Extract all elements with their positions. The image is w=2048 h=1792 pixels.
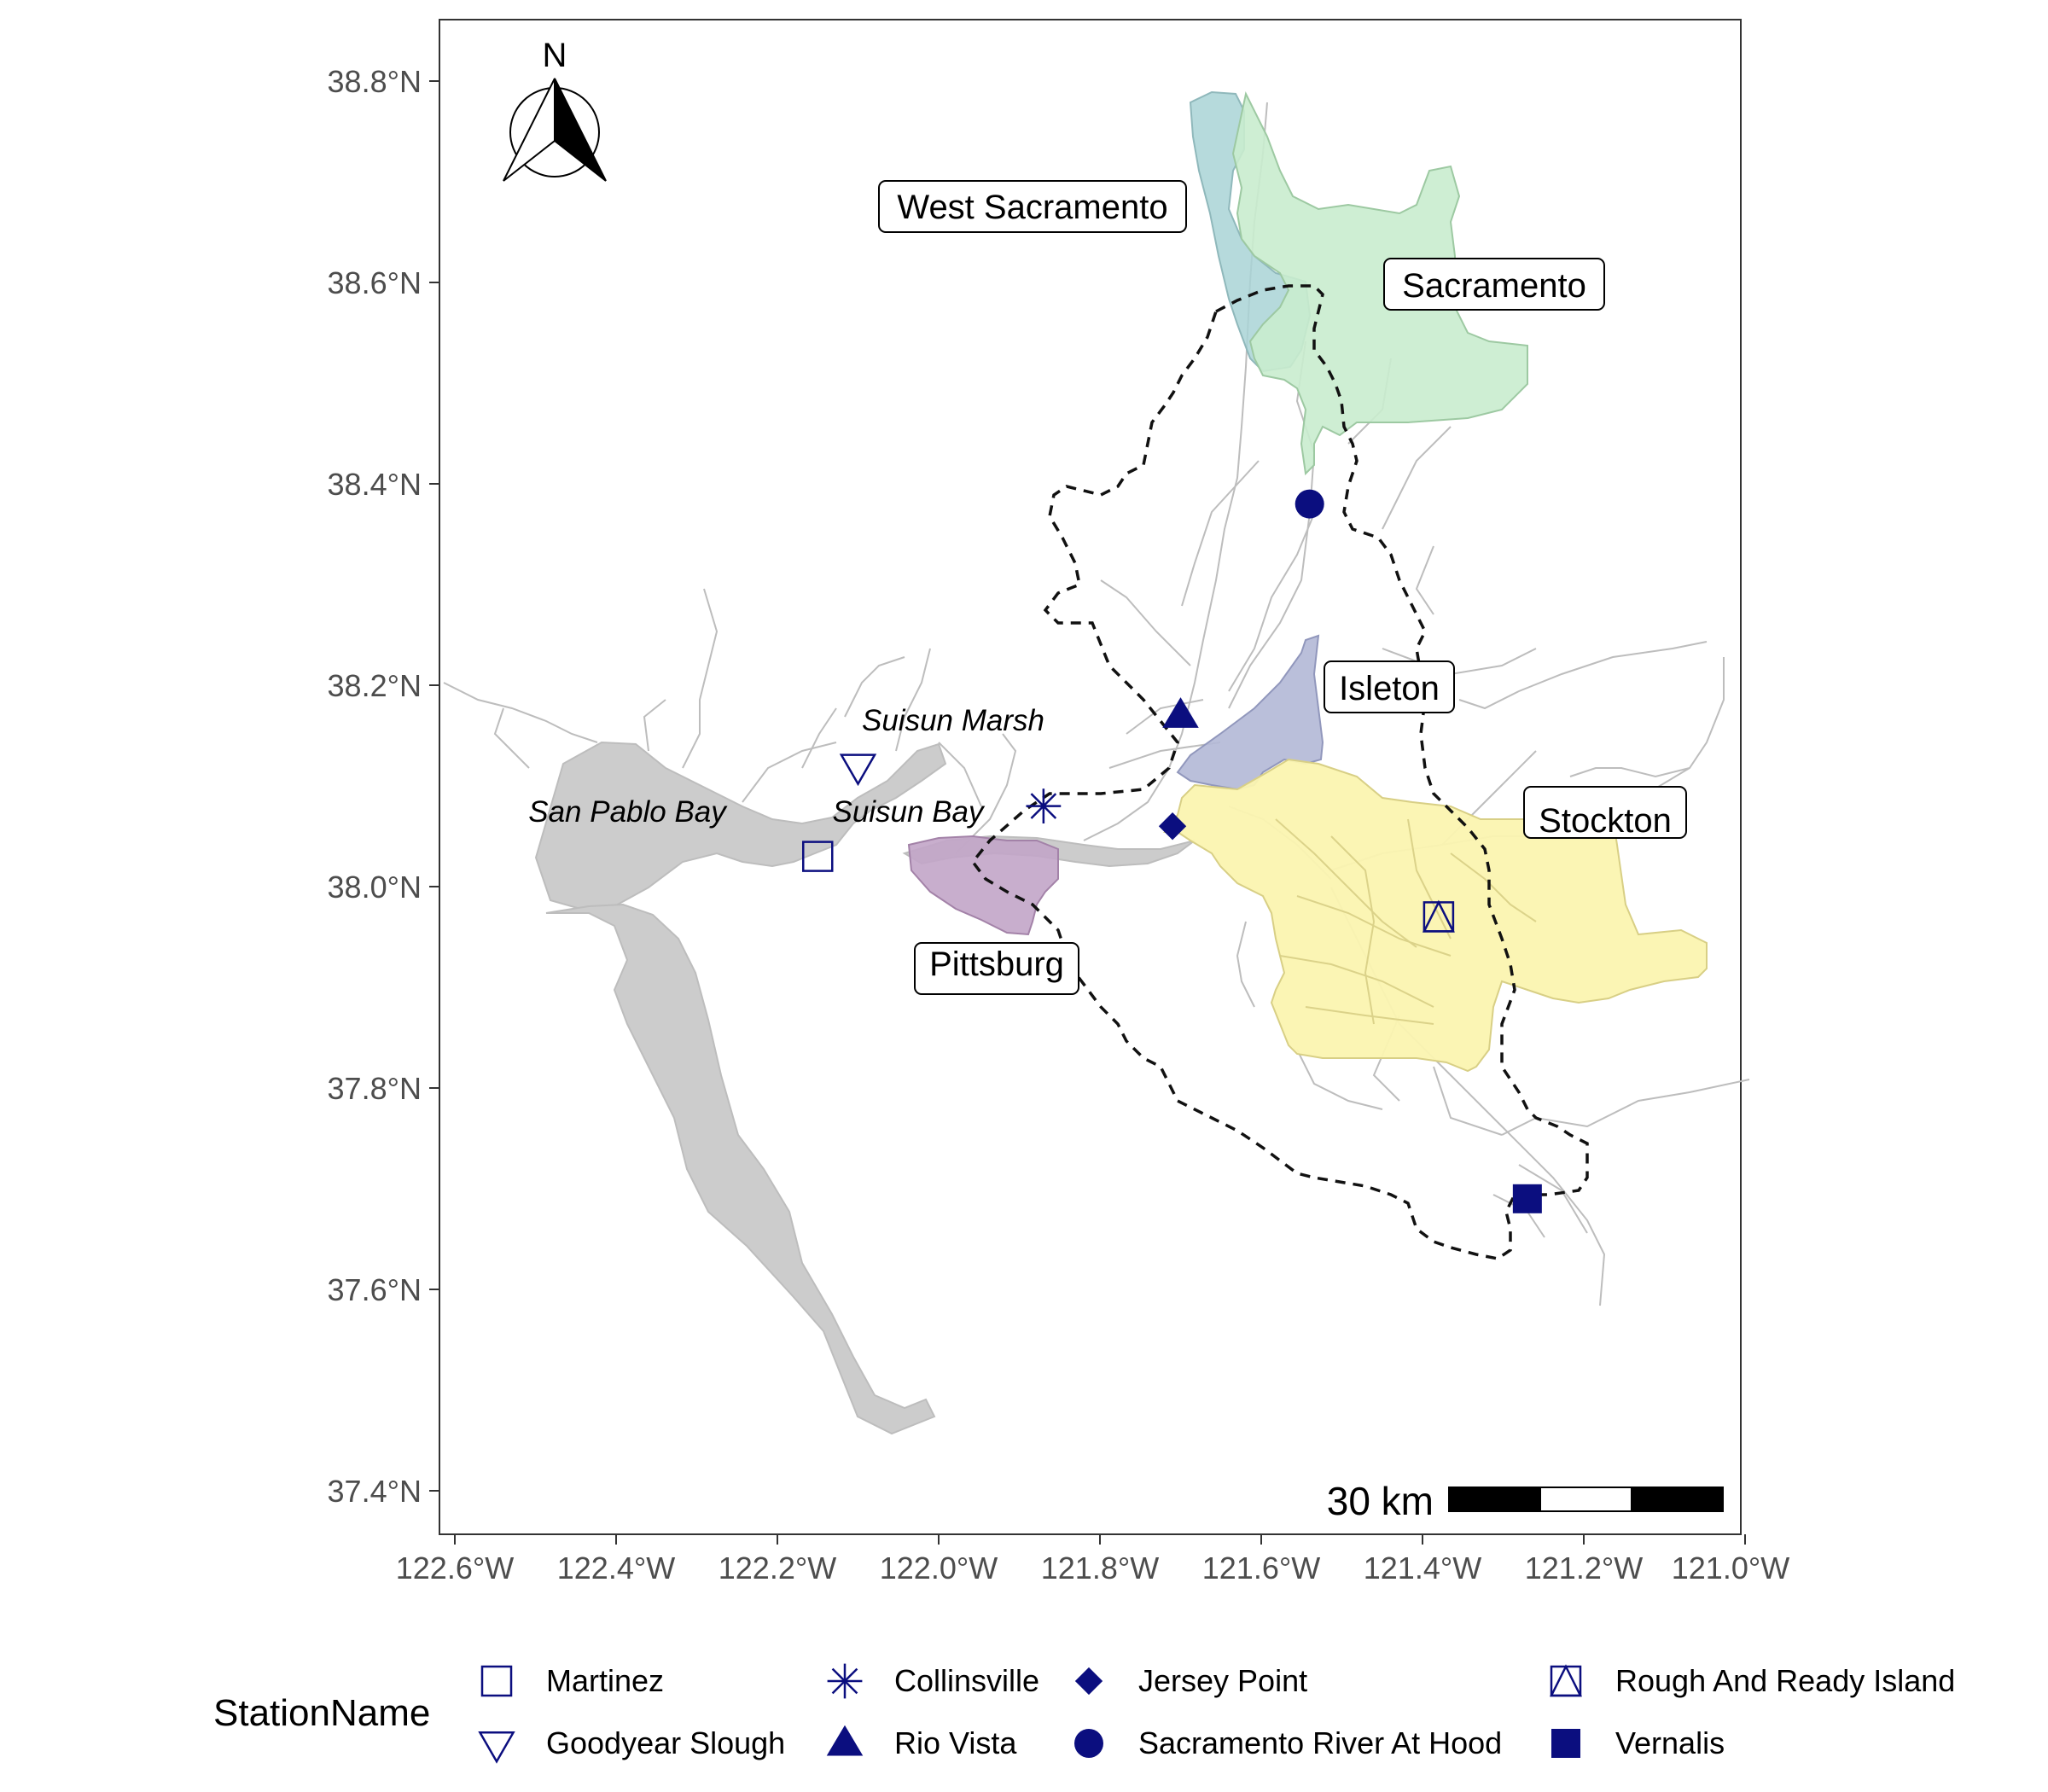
legend: StationName Martinez Goodyear Slough Col…	[213, 1663, 1955, 1764]
lon-tick-label: 121.6°W	[1202, 1551, 1320, 1585]
lat-axis	[429, 80, 439, 1492]
scale-bar-segment	[1539, 1487, 1632, 1512]
city-label-stockton: Stockton	[1523, 786, 1687, 840]
station-marker-rio-vista	[1162, 697, 1199, 728]
north-arrow: N	[503, 37, 607, 182]
legend-label-sacramento-river-at-hood: Sacramento River At Hood	[1138, 1725, 1502, 1760]
legend-key-rough-and-ready-island	[1549, 1664, 1583, 1697]
lon-tick-label: 121.0°W	[1672, 1551, 1789, 1585]
city-label-text: West Sacramento	[897, 189, 1167, 226]
lat-tick-label: 38.0°N	[328, 870, 422, 905]
city-label-text: Sacramento	[1402, 267, 1586, 305]
lon-tick-label: 122.4°W	[557, 1551, 675, 1585]
station-marker-vernalis	[1512, 1184, 1542, 1213]
lon-tick-label: 121.4°W	[1364, 1551, 1481, 1585]
lat-tick-label: 38.6°N	[328, 265, 422, 300]
city-label-sacramento: Sacramento	[1383, 258, 1605, 311]
legend-label-goodyear-slough: Goodyear Slough	[546, 1725, 785, 1760]
north-label: N	[543, 37, 567, 74]
legend-key-sacramento-river-at-hood	[1074, 1729, 1103, 1758]
lon-axis	[454, 1534, 1746, 1545]
legend-title: StationName	[213, 1692, 430, 1734]
lat-tick-label: 38.8°N	[328, 64, 422, 99]
scale-bar-segment	[1448, 1487, 1541, 1512]
lon-tick-label: 122.2°W	[719, 1551, 836, 1585]
legend-label-vernalis: Vernalis	[1615, 1725, 1725, 1760]
legend-key-goodyear-slough	[478, 1731, 515, 1764]
city-label-text: Pittsburg	[929, 945, 1064, 983]
legend-key-vernalis	[1551, 1729, 1580, 1758]
lat-tick-label: 37.4°N	[328, 1474, 422, 1509]
lon-tick-label: 121.2°W	[1525, 1551, 1643, 1585]
lat-tick-label: 38.2°N	[328, 668, 422, 703]
legend-key-collinsville	[827, 1663, 863, 1699]
station-marker-martinez	[802, 841, 834, 872]
scale-bar-segment	[1631, 1487, 1724, 1512]
stockton-subdivisions	[1275, 818, 1537, 1025]
station-marker-collinsville	[1026, 788, 1062, 823]
lat-tick-label: 38.4°N	[328, 467, 422, 502]
legend-label-collinsville: Collinsville	[894, 1663, 1039, 1698]
sacramento-area	[1231, 91, 1528, 476]
station-marker-jersey-point	[1158, 812, 1187, 841]
lat-tick-label: 37.6°N	[328, 1272, 422, 1307]
water-label-suisun-bay: Suisun Bay	[832, 795, 986, 829]
station-marker-sacramento-river-at-hood	[1295, 489, 1324, 519]
legend-label-rough-and-ready-island: Rough And Ready Island	[1615, 1663, 1955, 1698]
city-label-text: Stockton	[1539, 802, 1672, 840]
legend-label-jersey-point: Jersey Point	[1138, 1663, 1307, 1698]
station-markers	[802, 489, 1542, 1213]
legend-key-rio-vista	[826, 1725, 864, 1756]
north-arrow-right-half-icon	[554, 78, 607, 182]
city-label-west-sacramento: West Sacramento	[878, 180, 1187, 233]
water-label-san-pablo-bay: San Pablo Bay	[528, 795, 728, 829]
lat-tick-label: 37.8°N	[328, 1071, 422, 1106]
city-label-pittsburg: Pittsburg	[914, 942, 1079, 995]
station-marker-goodyear-slough	[839, 753, 877, 787]
legend-label-martinez: Martinez	[546, 1663, 664, 1698]
lon-tick-label: 122.0°W	[880, 1551, 998, 1585]
city-label-text: Isleton	[1339, 670, 1440, 707]
legal-delta-boundary	[970, 284, 1589, 1260]
legend-key-martinez	[480, 1665, 513, 1697]
lon-tick-label: 121.8°W	[1041, 1551, 1159, 1585]
pittsburg-area	[907, 835, 1059, 936]
isleton-area	[1176, 634, 1324, 791]
water-label-suisun-marsh: Suisun Marsh	[862, 704, 1044, 737]
city-label-isleton: Isleton	[1324, 660, 1455, 713]
lon-tick-label: 122.6°W	[396, 1551, 514, 1585]
scale-bar-label: 30 km	[1327, 1479, 1434, 1523]
legend-label-rio-vista: Rio Vista	[894, 1725, 1017, 1760]
legend-key-jersey-point	[1074, 1667, 1103, 1696]
scale-bar: 30 km	[1327, 1479, 1724, 1523]
station-marker-rough-and-ready-island	[1422, 899, 1455, 933]
